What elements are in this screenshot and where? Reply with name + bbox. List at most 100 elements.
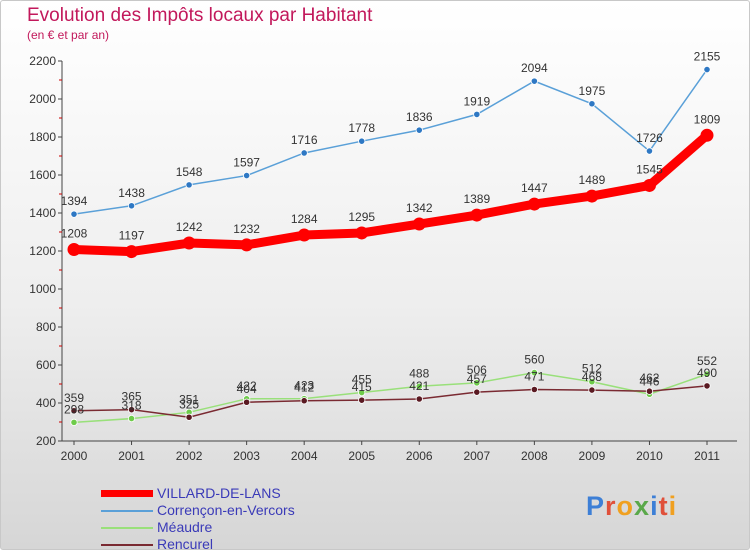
data-point <box>703 370 711 378</box>
data-label: 365 <box>122 390 142 404</box>
legend-label: Rencurel <box>157 536 214 550</box>
series-m-audre <box>70 368 711 426</box>
data-point <box>70 418 78 426</box>
data-point <box>127 414 136 423</box>
data-label: 351 <box>179 392 199 406</box>
legend: VILLARD-DE-LANS Corrençon-en-Vercors Méaud… <box>101 485 361 550</box>
x-tick-label: 2004 <box>291 449 318 463</box>
y-tick-label: 600 <box>36 358 56 372</box>
data-label: 506 <box>467 363 487 377</box>
data-label: 415 <box>352 380 372 394</box>
x-tick-label: 2006 <box>406 449 433 463</box>
data-label: 1447 <box>521 181 548 195</box>
data-label: 1548 <box>176 165 203 179</box>
series-line <box>73 69 708 215</box>
y-tick-label: 1800 <box>29 130 56 144</box>
data-label: 1232 <box>233 222 260 236</box>
chart-title: Evolution des Impôts locaux par Habitant <box>27 5 373 26</box>
x-tick-label: 2011 <box>694 449 720 463</box>
series-line <box>73 385 708 419</box>
logo-letter: x <box>634 491 651 521</box>
x-tick-label: 2003 <box>233 449 260 463</box>
logo-letter: o <box>616 491 635 521</box>
data-point <box>243 398 251 406</box>
data-point <box>125 245 139 259</box>
x-tick-label: 2002 <box>176 449 203 463</box>
data-point <box>645 147 654 155</box>
data-label: 490 <box>697 366 717 380</box>
data-label: 462 <box>639 371 659 385</box>
data-point <box>527 197 541 211</box>
data-label: 404 <box>237 382 257 396</box>
data-label: 468 <box>582 370 602 384</box>
data-point <box>185 181 193 189</box>
series-villard-de-lans <box>67 128 714 259</box>
data-point <box>127 202 136 210</box>
data-label: 560 <box>524 353 544 367</box>
data-label: 422 <box>237 379 257 393</box>
data-label: 455 <box>352 373 372 387</box>
logo-letter: i <box>650 491 659 521</box>
data-point <box>588 378 596 386</box>
x-tick-label: 2007 <box>463 449 490 463</box>
data-point <box>642 178 656 192</box>
data-label: 1545 <box>636 162 663 176</box>
legend-item: Corrençon-en-Vercors <box>101 502 361 519</box>
y-tick-label: 1200 <box>29 244 56 258</box>
data-point <box>127 406 136 414</box>
data-label: 512 <box>582 362 602 376</box>
x-tick-label: 2010 <box>636 449 663 463</box>
legend-swatch <box>101 527 153 529</box>
logo-letter: r <box>605 491 617 521</box>
data-point <box>470 208 484 222</box>
data-point <box>70 407 78 415</box>
x-tick-label: 2000 <box>61 449 88 463</box>
y-tick-label: 2200 <box>29 54 56 68</box>
data-point <box>645 387 654 395</box>
y-tick-label: 400 <box>36 396 56 410</box>
data-label: 1242 <box>176 220 203 234</box>
data-label: 1836 <box>406 110 433 124</box>
series-line <box>69 130 712 257</box>
data-label: 552 <box>697 354 717 368</box>
legend-label: VILLARD-DE-LANS <box>157 485 281 501</box>
data-label: 1438 <box>118 186 145 200</box>
data-label: 488 <box>409 366 429 380</box>
data-label: 1809 <box>694 112 721 126</box>
data-label: 2155 <box>694 50 721 64</box>
data-point <box>703 382 711 390</box>
data-label: 457 <box>467 372 487 386</box>
y-tick-label: 800 <box>36 320 56 334</box>
data-label: 471 <box>524 370 544 384</box>
data-point <box>530 77 538 85</box>
data-point <box>703 65 711 74</box>
legend-item: VILLARD-DE-LANS <box>101 485 361 502</box>
x-tick-label: 2005 <box>348 449 375 463</box>
data-point <box>530 368 538 377</box>
data-label: 325 <box>179 397 199 411</box>
data-point <box>473 379 481 387</box>
x-tick-label: 2009 <box>579 449 606 463</box>
data-point <box>358 137 366 145</box>
data-point <box>530 385 538 394</box>
data-point <box>182 236 196 250</box>
data-label: 1975 <box>579 84 606 98</box>
data-label: 421 <box>409 379 429 393</box>
data-label: 2094 <box>521 61 548 75</box>
data-label: 412 <box>294 381 314 395</box>
y-tick-label: 200 <box>36 434 56 448</box>
y-tick-label: 2000 <box>29 92 56 106</box>
logo-letter: i <box>668 491 678 521</box>
data-point <box>355 226 369 240</box>
data-label: 1726 <box>636 131 663 145</box>
data-label: 446 <box>639 374 659 388</box>
data-label: 1197 <box>119 229 145 243</box>
data-point <box>243 171 251 180</box>
y-tick-label: 1600 <box>29 168 56 182</box>
data-label: 1716 <box>291 133 318 147</box>
data-point <box>70 210 78 218</box>
data-label: 1919 <box>463 94 490 108</box>
data-point <box>412 217 426 231</box>
data-label: 1295 <box>348 210 375 224</box>
